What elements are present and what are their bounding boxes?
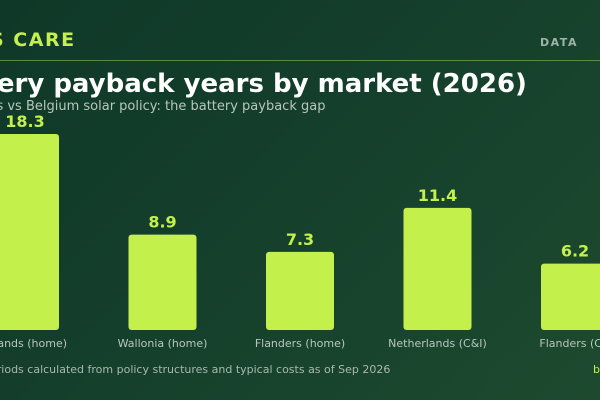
header-divider — [0, 60, 600, 61]
value-label-3: 11.4 — [418, 186, 457, 205]
category-label-3: Netherlands (C&I) — [388, 337, 487, 350]
bar-2 — [266, 251, 334, 330]
bar-0 — [0, 134, 59, 330]
bar-3 — [403, 207, 472, 330]
value-label-4: 6.2 — [561, 242, 589, 261]
value-label-2: 7.3 — [286, 230, 314, 249]
category-label-1: Wallonia (home) — [118, 337, 208, 350]
section-tag: DATA — [540, 36, 578, 49]
credit-link[interactable]: b — [593, 363, 600, 376]
category-label-4: Flanders (C& — [539, 337, 600, 350]
bar-4 — [541, 263, 600, 330]
value-label-0: 18.3 — [5, 112, 44, 131]
category-label-2: Flanders (home) — [255, 337, 345, 350]
footnote: eriods calculated from policy structures… — [0, 363, 391, 376]
brand-logo: S CARE — [0, 29, 76, 51]
chart-subtitle: ands vs Belgium solar policy: the batter… — [0, 99, 326, 114]
bar-1 — [128, 234, 197, 330]
category-label-0: erlands (home) — [0, 337, 67, 350]
chart-title: ttery payback years by market (2026) — [0, 69, 527, 99]
value-label-1: 8.9 — [148, 213, 176, 232]
